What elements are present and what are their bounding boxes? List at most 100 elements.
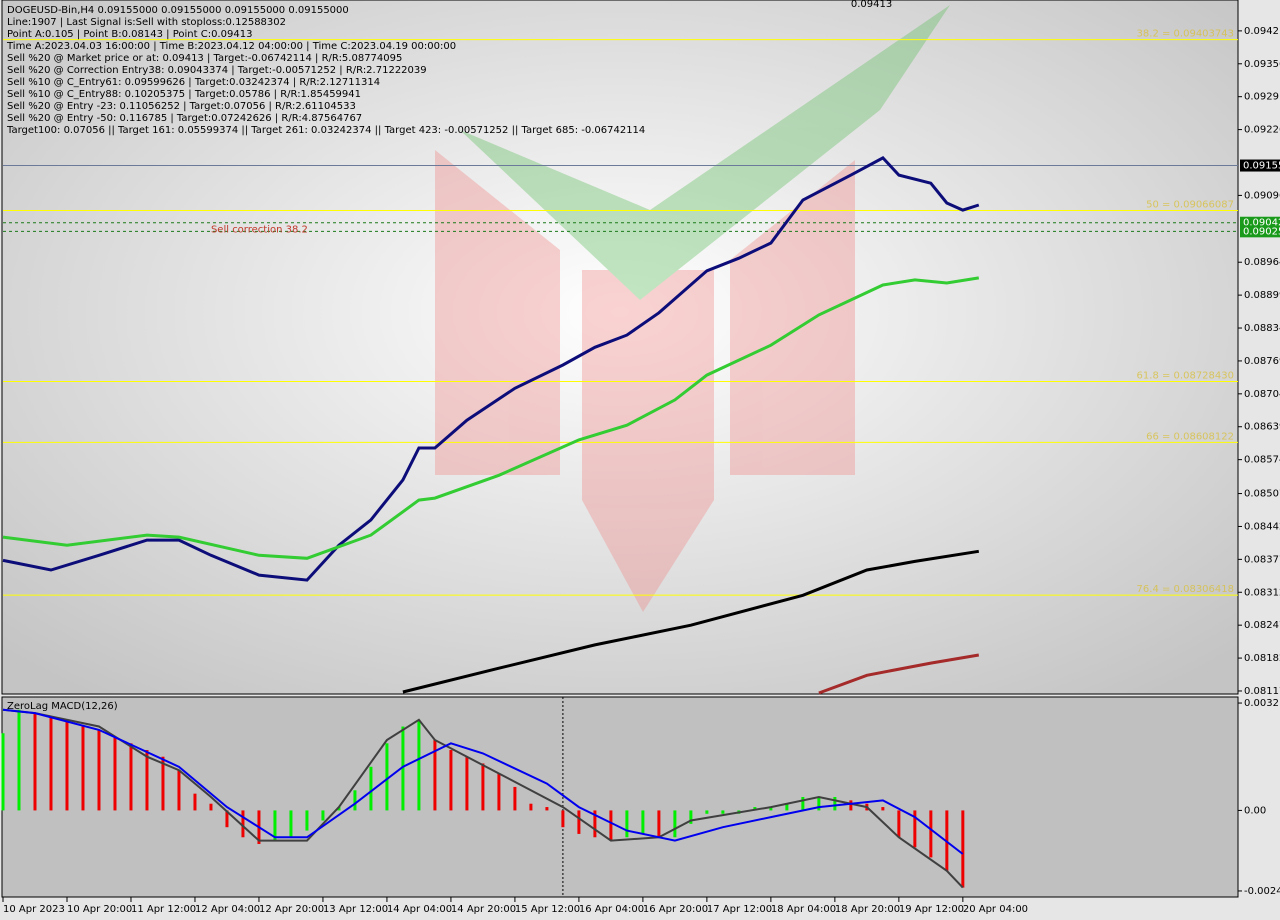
y-tick-label: 0.09226 bbox=[1244, 125, 1280, 136]
histogram-bar bbox=[161, 756, 165, 811]
histogram-bar bbox=[65, 719, 69, 811]
histogram-bar bbox=[705, 810, 709, 814]
x-tick-label: 17 Apr 12:00 bbox=[707, 904, 772, 915]
price-label-bg bbox=[1240, 225, 1280, 238]
y-tick-label: 0.08964 bbox=[1244, 257, 1280, 268]
annotation: Sell correction 38.2 bbox=[211, 224, 308, 235]
histogram-bar bbox=[769, 807, 773, 811]
x-tick-label: 13 Apr 12:00 bbox=[323, 904, 388, 915]
histogram-bar bbox=[465, 756, 469, 811]
histogram-bar bbox=[113, 736, 117, 811]
macd-line bbox=[2, 708, 964, 855]
histogram-bar bbox=[145, 750, 149, 811]
y-tick-label: 0.08507 bbox=[1244, 489, 1280, 500]
ma-line bbox=[2, 156, 980, 582]
histogram-bar bbox=[497, 773, 501, 811]
y-tick-label: 0.09356 bbox=[1244, 59, 1280, 70]
histogram-bar bbox=[641, 810, 645, 834]
histogram-bar bbox=[177, 770, 181, 811]
histogram-bar bbox=[353, 790, 357, 811]
histogram-bar bbox=[273, 810, 277, 841]
info-line: Sell %20 @ Market price or at: 0.09413 |… bbox=[7, 53, 402, 64]
price-label: 0.09155 bbox=[1243, 161, 1280, 172]
histogram-bar bbox=[321, 810, 325, 821]
histogram-bar bbox=[561, 810, 565, 828]
y-tick-label: 0.08639 bbox=[1244, 422, 1280, 433]
histogram-bar bbox=[753, 807, 757, 811]
y-tick-label: 0.00 bbox=[1244, 805, 1266, 816]
x-tick-label: 10 Apr 2023 bbox=[3, 904, 65, 915]
watermark-shape bbox=[582, 270, 714, 612]
histogram-bar bbox=[593, 810, 597, 838]
histogram-bar bbox=[129, 743, 133, 811]
watermark bbox=[435, 5, 950, 612]
y-tick-label: 0.08312 bbox=[1244, 587, 1280, 598]
histogram-bar bbox=[913, 810, 917, 848]
y-tick-label: 0.08247 bbox=[1244, 620, 1280, 631]
histogram-bar bbox=[241, 810, 245, 838]
info-line: Line:1907 | Last Signal is:Sell with sto… bbox=[7, 17, 286, 28]
histogram-bar bbox=[577, 810, 581, 834]
histogram-bar bbox=[401, 726, 405, 811]
fib-label: 50 = 0.09066087 bbox=[1146, 200, 1234, 211]
info-line: Target100: 0.07056 || Target 161: 0.0559… bbox=[6, 125, 645, 136]
histogram-bar bbox=[81, 726, 85, 811]
y-tick-label: 0.08117 bbox=[1244, 686, 1280, 697]
x-tick-label: 16 Apr 04:00 bbox=[579, 904, 644, 915]
histogram-bar bbox=[449, 750, 453, 811]
histogram-bar bbox=[609, 810, 613, 841]
info-line: Point A:0.105 | Point B:0.08143 | Point … bbox=[7, 29, 252, 40]
indicator-title: ZeroLag MACD(12,26) bbox=[7, 701, 118, 712]
info-line: Sell %10 @ C_Entry88: 0.10205375 | Targe… bbox=[7, 89, 361, 100]
x-tick-label: 19 Apr 12:00 bbox=[899, 904, 964, 915]
histogram-bar bbox=[625, 810, 629, 838]
y-tick-label: 0.09421 bbox=[1244, 26, 1280, 37]
info-line: Sell %20 @ Entry -50: 0.116785 | Target:… bbox=[7, 113, 362, 124]
histogram-bar bbox=[97, 729, 101, 811]
price-label-bg bbox=[1240, 159, 1280, 172]
y-tick-label: 0.09096 bbox=[1244, 190, 1280, 201]
histogram-bar bbox=[721, 810, 725, 814]
fib-label: 66 = 0.08608122 bbox=[1146, 431, 1234, 442]
x-tick-label: 15 Apr 12:00 bbox=[515, 904, 580, 915]
histogram-bar bbox=[481, 763, 485, 811]
histogram-bar bbox=[17, 709, 21, 811]
histogram-bar bbox=[673, 810, 677, 838]
ma-line bbox=[2, 276, 980, 560]
histogram-bar bbox=[225, 810, 229, 828]
x-tick-label: 12 Apr 20:00 bbox=[259, 904, 324, 915]
info-line: Time A:2023.04.03 16:00:00 | Time B:2023… bbox=[6, 41, 456, 52]
histogram-bar bbox=[817, 797, 821, 811]
fib-label: 76.4 = 0.08306418 bbox=[1137, 584, 1234, 595]
y-tick-label: 0.08834 bbox=[1244, 323, 1280, 334]
y-tick-label: 0.08769 bbox=[1244, 356, 1280, 367]
price-label: 0.09042 bbox=[1243, 218, 1280, 229]
histogram-bar bbox=[305, 810, 309, 831]
fib-label: 38.2 = 0.09403743 bbox=[1137, 29, 1234, 40]
macd-panel bbox=[1, 696, 1239, 898]
macd-line bbox=[2, 708, 964, 889]
y-tick-label: 0.09291 bbox=[1244, 92, 1280, 103]
histogram-bar bbox=[33, 713, 37, 811]
histogram-bar bbox=[881, 807, 885, 811]
x-tick-label: 10 Apr 20:00 bbox=[67, 904, 132, 915]
watermark-shape bbox=[730, 160, 855, 475]
histogram-bar bbox=[833, 797, 837, 811]
y-tick-label: 0.08442 bbox=[1244, 521, 1280, 532]
histogram-bar bbox=[289, 810, 293, 838]
histogram-bar bbox=[657, 810, 661, 838]
x-tick-label: 16 Apr 20:00 bbox=[643, 904, 708, 915]
histogram-bar bbox=[529, 803, 533, 811]
histogram-bar bbox=[897, 810, 901, 838]
x-tick-label: 18 Apr 20:00 bbox=[835, 904, 900, 915]
fib-label: 61.8 = 0.08728430 bbox=[1137, 370, 1234, 381]
y-tick-label: 0.0032 bbox=[1244, 698, 1279, 709]
histogram-bar bbox=[49, 716, 53, 811]
histogram-bar bbox=[337, 807, 341, 811]
y-tick-label: 0.08704 bbox=[1244, 389, 1280, 400]
y-tick-label: -0.0024 bbox=[1244, 886, 1280, 897]
info-line: Sell %10 @ C_Entry61: 0.09599626 | Targe… bbox=[7, 77, 380, 88]
y-tick-label: 0.08377 bbox=[1244, 554, 1280, 565]
annotation: 0.09413 bbox=[851, 0, 892, 10]
ma-line bbox=[402, 549, 980, 694]
